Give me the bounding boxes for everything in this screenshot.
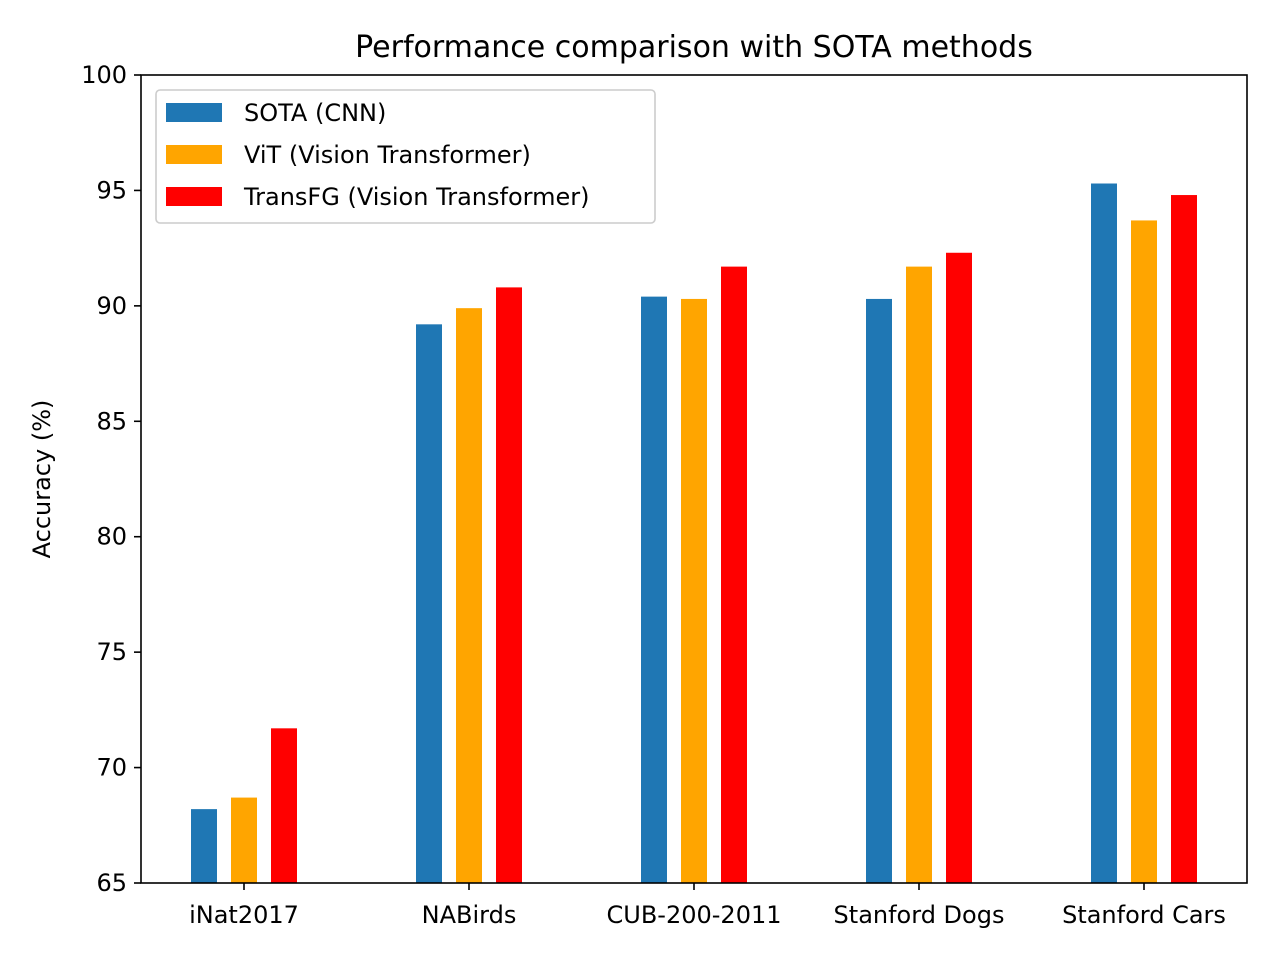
legend-label: ViT (Vision Transformer)	[244, 141, 531, 169]
y-tick-label: 75	[96, 638, 127, 666]
plot-area: 65 70 75 80 85 90 95 100 iNat2017 NABirds CUB-200-…	[81, 61, 1248, 929]
y-tick-label: 100	[81, 61, 127, 89]
bar-nabirds-series-1	[416, 324, 442, 884]
y-tick-label: 85	[96, 407, 127, 435]
x-tick-label: Stanford Cars	[1062, 901, 1226, 929]
y-tick-label: 70	[96, 754, 127, 782]
bar-cub-200-2011-series-2	[681, 298, 707, 884]
bar-stanford-dogs-series-3	[946, 252, 972, 883]
bar-inat2017-series-2	[231, 797, 257, 883]
y-tick-label: 80	[96, 523, 127, 551]
bar-stanford-cars-series-3	[1171, 195, 1197, 883]
x-tick-label: CUB-200-2011	[607, 901, 782, 929]
chart-title: Performance comparison with SOTA methods	[355, 30, 1033, 65]
legend-swatch	[166, 145, 222, 164]
legend: SOTA (CNN) ViT (Vision Transformer) TransF…	[155, 89, 656, 224]
legend-label: TransFG (Vision Transformer)	[243, 183, 589, 211]
legend-swatch	[166, 187, 222, 206]
legend-box	[155, 89, 656, 224]
bar-inat2017-series-1	[191, 809, 217, 883]
bar-stanford-dogs-series-2	[906, 266, 932, 883]
bar-cub-200-2011-series-1	[641, 296, 667, 883]
y-tick-label: 65	[96, 869, 127, 897]
x-tick-label: NABirds	[422, 901, 517, 929]
bar-cub-200-2011-series-3	[721, 266, 747, 883]
y-tick-label: 95	[96, 176, 127, 204]
bar-stanford-cars-series-1	[1091, 183, 1117, 883]
y-axis-label: Accuracy (%)	[28, 400, 56, 559]
legend-label: SOTA (CNN)	[244, 99, 386, 127]
bar-nabirds-series-3	[496, 287, 522, 884]
y-tick-label: 90	[96, 292, 127, 320]
x-tick-label: Stanford Dogs	[834, 901, 1005, 929]
x-tick-label: iNat2017	[189, 901, 299, 929]
bar-nabirds-series-2	[456, 308, 482, 883]
bar-stanford-dogs-series-1	[866, 298, 892, 884]
bar-stanford-cars-series-2	[1131, 220, 1157, 883]
legend-swatch	[166, 103, 222, 122]
bar-inat2017-series-3	[271, 728, 297, 883]
